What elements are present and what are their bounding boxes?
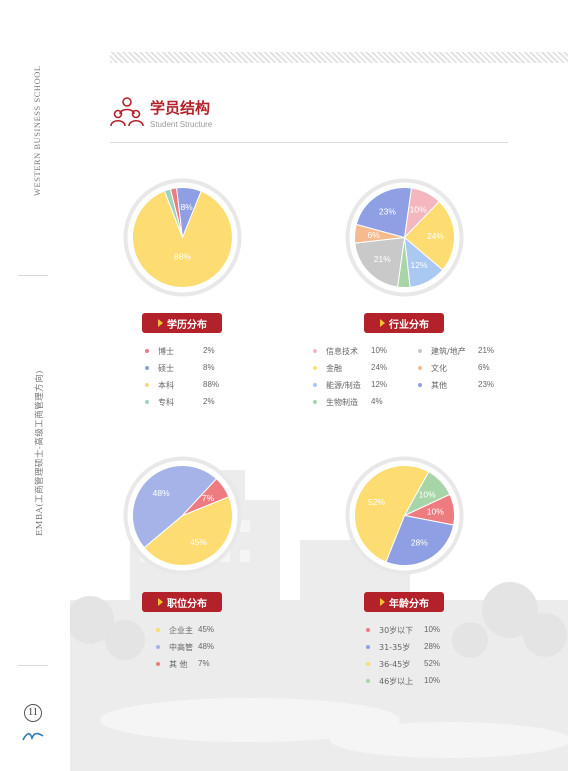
industry-chart-title: 行业分布 xyxy=(364,313,444,333)
pie-slice xyxy=(132,190,233,288)
section-title: 学员结构 xyxy=(150,99,211,117)
pie-slice-label: 8% xyxy=(180,202,193,212)
pie-slice-label: 24% xyxy=(427,231,444,241)
position-chart-title: 职位分布 xyxy=(142,592,222,612)
pie-slice-label: 45% xyxy=(190,537,207,547)
chevron-right-icon xyxy=(158,319,163,327)
pie-slice-label: 7% xyxy=(202,493,215,503)
pie-slice-label: 88% xyxy=(174,252,191,262)
pie-slice-label: 10% xyxy=(419,489,436,499)
education-chart-title: 学历分布 xyxy=(142,313,222,333)
chevron-right-icon xyxy=(158,598,163,606)
pie-slice-label: 28% xyxy=(411,538,428,548)
pie-slice xyxy=(403,471,451,517)
section-subtitle: Student Structure xyxy=(150,120,213,129)
people-icon xyxy=(110,97,144,127)
industry-pie-chart: 10% 24% 12% 21% 6% 23% xyxy=(345,178,464,297)
margin-divider-top xyxy=(18,275,48,276)
header-hatch-band xyxy=(110,52,568,63)
pie-slice-label: 21% xyxy=(374,254,391,264)
position-pie-chart: 45% 48% 7% xyxy=(123,456,242,575)
pie-slice xyxy=(132,465,218,549)
pie-slice-label: 23% xyxy=(379,207,396,217)
pie-slice xyxy=(355,187,413,239)
pie-slice-label: 10% xyxy=(427,507,444,517)
pie-slice xyxy=(385,514,455,566)
chevron-right-icon xyxy=(380,598,385,606)
age-chart-title: 年龄分布 xyxy=(364,592,444,612)
pie-slice-label: 12% xyxy=(411,260,428,270)
pie-slice xyxy=(403,200,456,271)
title-divider xyxy=(110,142,508,143)
age-pie-chart: 10% 28% 52% 10% xyxy=(345,456,464,575)
pie-slice-label: 6% xyxy=(367,230,380,240)
pie-slice-label: 52% xyxy=(368,497,385,507)
pie-slice-label: 48% xyxy=(153,488,170,498)
pie-slice xyxy=(163,188,183,238)
program-name-vertical: EMBA(工商管理硕士-高级工商管理方向) xyxy=(35,370,45,536)
pie-slice-label: 10% xyxy=(410,205,427,215)
margin-divider-bottom xyxy=(18,665,48,666)
page-number: 11 xyxy=(24,704,42,722)
pie-slice xyxy=(354,236,406,288)
pie-slice xyxy=(353,465,430,563)
pie-slice xyxy=(143,496,233,566)
school-logo-icon xyxy=(22,732,44,741)
pie-slice xyxy=(182,478,230,516)
education-pie-chart: 8% 88% xyxy=(123,178,242,297)
school-name-vertical: WESTERN BUSINESS SCHOOL xyxy=(33,65,42,196)
chevron-right-icon xyxy=(380,319,385,327)
